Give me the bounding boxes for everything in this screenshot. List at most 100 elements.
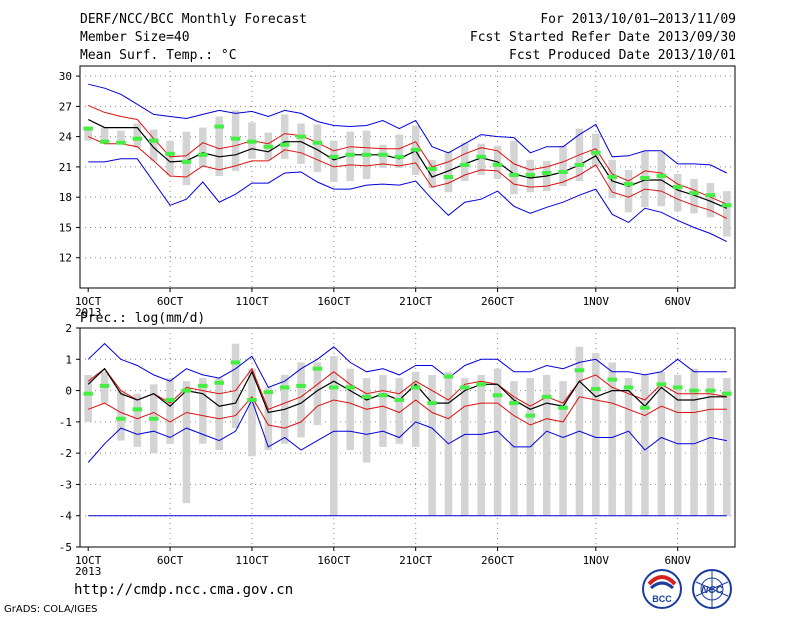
temp-year-label: 2013 <box>75 306 102 319</box>
prec-ytick-label: -1 <box>59 416 72 429</box>
temp-median-marker <box>460 162 470 167</box>
prec-spread-box <box>690 368 698 516</box>
prec-spread-box <box>215 378 223 451</box>
temp-spread-box <box>444 151 453 193</box>
prec-median-marker <box>329 385 339 390</box>
prec-spread-box <box>313 362 322 425</box>
prec-spread-box <box>395 378 404 444</box>
temp-max-line <box>88 83 728 174</box>
prec-ytick-label: 2 <box>65 322 72 335</box>
prec-median-marker <box>230 360 241 365</box>
prec-median-marker <box>640 405 650 410</box>
temp-spread-box <box>100 127 109 141</box>
temp-spread-box <box>297 123 305 164</box>
temp-ytick-label: 30 <box>59 70 72 83</box>
prec-xtick-label: 1OCT <box>75 554 102 567</box>
prec-median-marker <box>296 383 306 388</box>
prec-spread-box <box>133 393 142 447</box>
temp-spread-box <box>280 114 289 159</box>
temp-spread-box <box>624 169 633 213</box>
prec-median-marker <box>623 385 634 390</box>
start-date-label: Fcst Started Refer Date 2013/09/30 <box>469 30 736 45</box>
prec-median-marker <box>83 391 93 396</box>
temp-spread-box <box>313 124 322 172</box>
ncc-logo-icon: NCC <box>692 569 732 609</box>
temp-median-marker <box>181 159 192 164</box>
temp-spread-box <box>199 127 207 167</box>
prec-spread-box <box>248 368 256 457</box>
temp-median-marker <box>443 175 454 179</box>
forecast-period-label: For 2013/10/01–2013/11/09 <box>540 12 736 27</box>
temp-median-marker <box>640 176 650 181</box>
precipitation-title: Prec.: log(mm/d) <box>80 311 205 326</box>
chart-title: DERF/NCC/BCC Monthly Forecast <box>80 12 307 27</box>
prec-median-marker <box>263 390 274 395</box>
prec-spread-box <box>477 374 485 516</box>
prec-median-marker <box>476 382 486 387</box>
logos: BCC NCC <box>642 569 732 609</box>
prec-mean-line <box>87 367 727 414</box>
temp-spread-box <box>657 151 666 207</box>
prec-min-line <box>87 398 727 463</box>
prec-spread-box <box>264 387 273 451</box>
temp-xtick-label: 16OCT <box>317 295 350 308</box>
prec-spread-box <box>166 378 174 444</box>
temp-spread-box <box>510 140 518 195</box>
temp-spread-box <box>166 140 174 175</box>
temp-spread-box <box>133 123 142 148</box>
temp-ytick-label: 18 <box>59 191 72 204</box>
temp-spread-box <box>182 131 191 186</box>
temp-median-marker <box>329 154 339 159</box>
temp-spread-box <box>149 129 158 161</box>
temp-median-marker <box>116 140 126 145</box>
temp-spread-box <box>690 179 698 214</box>
prec-median-marker <box>722 391 732 396</box>
prec-spread-box <box>723 378 731 516</box>
prec-ytick-label: 1 <box>65 353 72 366</box>
prec-spread-box <box>182 381 191 504</box>
temp-spread-box <box>395 134 404 168</box>
prec-median-marker <box>574 368 585 373</box>
prec-spread-box <box>542 374 551 516</box>
prec-year-label: 2013 <box>75 565 102 578</box>
prec-median-marker <box>656 382 667 387</box>
prec-spread-box <box>84 374 92 422</box>
prec-spread-box <box>411 371 420 447</box>
prec-spread-box <box>362 378 371 463</box>
prec-median-marker <box>591 387 601 392</box>
prec-spread-box <box>673 374 682 516</box>
temp-upper-line <box>88 104 727 205</box>
temp-spread-box <box>608 159 616 199</box>
temp-median-marker <box>558 169 568 174</box>
temp-ytick-label: 21 <box>59 161 72 174</box>
prec-spread-box <box>706 378 715 516</box>
prec-median-marker <box>672 385 683 390</box>
temp-median-marker <box>312 140 323 145</box>
prec-median-marker <box>132 407 143 412</box>
variable-label: Mean Surf. Temp.: °C <box>80 48 237 63</box>
prec-median-marker <box>198 383 208 388</box>
prec-median-marker <box>214 380 224 385</box>
temp-median-marker <box>607 175 617 179</box>
prec-median-marker <box>705 388 716 393</box>
temp-ytick-label: 24 <box>59 131 73 144</box>
temp-median-marker <box>345 152 355 157</box>
temp-spread-box <box>592 133 600 167</box>
prec-ytick-label: -2 <box>59 447 72 460</box>
temp-median-marker <box>410 147 421 152</box>
temperature-panel: 12 15 18 21 24 27 30 1OCT 6OCT 11OCT 16OCT 21OCT 26O… <box>59 65 736 319</box>
temp-frame <box>79 65 736 289</box>
prec-spread-box <box>297 362 305 438</box>
prec-ytick-label: -5 <box>59 541 72 554</box>
temp-median-marker <box>148 138 159 143</box>
prec-xtick-label: 16OCT <box>317 554 350 567</box>
temp-median-marker <box>689 191 699 196</box>
prec-median-marker <box>361 394 372 399</box>
prec-spread-box <box>461 378 469 516</box>
prec-max-line <box>87 342 727 389</box>
temp-median-marker <box>492 162 503 167</box>
temp-spread-box <box>559 145 567 187</box>
prec-xtick-label: 26OCT <box>481 554 514 567</box>
temp-median-marker <box>263 144 274 149</box>
